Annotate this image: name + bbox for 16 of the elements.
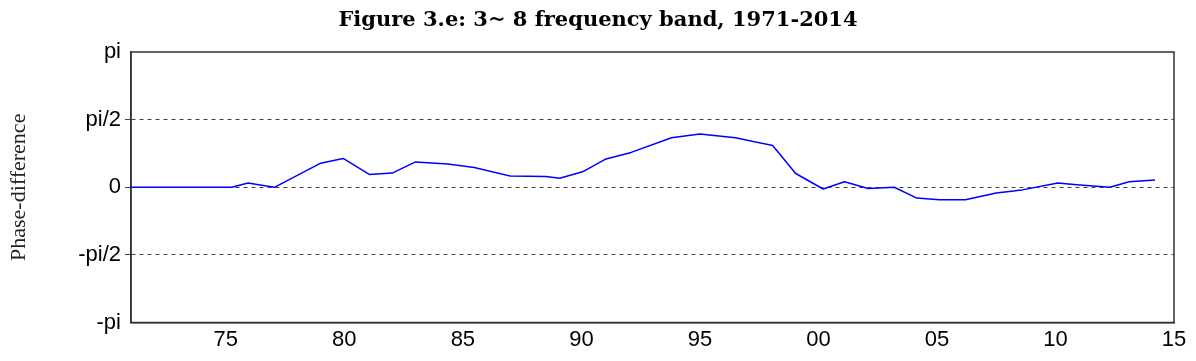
x-tick-label: 15 (1161, 325, 1187, 351)
x-tick-label: 90 (569, 325, 594, 351)
y-tick-label: pi/2 (85, 105, 121, 131)
y-tick-label: 0 (108, 173, 121, 199)
x-tick-label: 10 (1043, 325, 1068, 351)
y-tick-label: -pi (96, 308, 121, 334)
chart-title: Figure 3.e: 3~ 8 frequency band, 1971-2014 (337, 6, 859, 31)
x-tick-label: 05 (924, 325, 950, 351)
y-axis-title: Phase-difference (4, 113, 30, 261)
x-tick-label: 75 (213, 325, 239, 351)
y-tick-label: pi (103, 38, 121, 64)
x-tick-label: 00 (806, 325, 831, 351)
x-tick-label: 80 (332, 325, 357, 351)
x-tick-label: 95 (687, 325, 713, 351)
x-tick-label: 85 (450, 325, 476, 351)
y-tick-label: -pi/2 (78, 241, 121, 267)
